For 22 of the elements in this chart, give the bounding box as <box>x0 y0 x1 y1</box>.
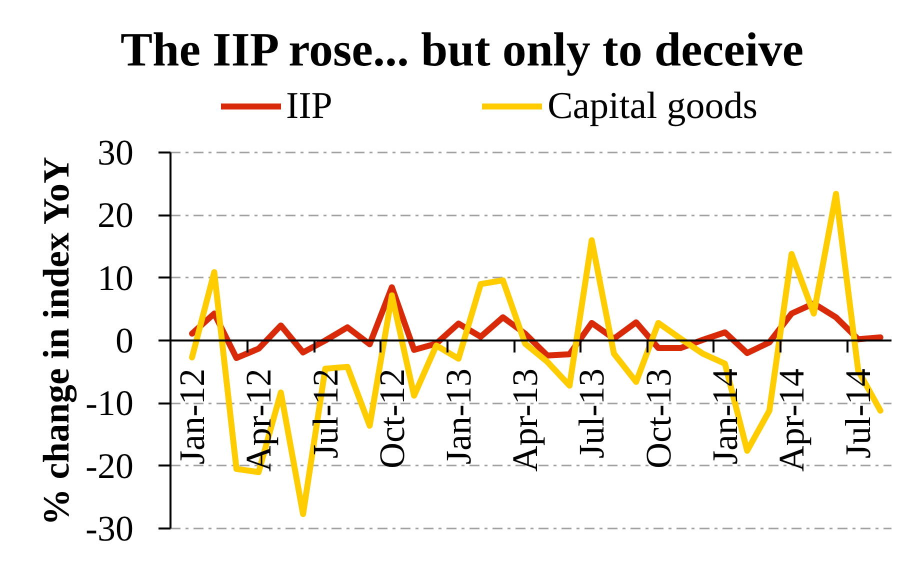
y-tick-label: -20 <box>86 446 134 486</box>
x-tick-label: Apr-13 <box>505 368 546 472</box>
y-tick-label: -10 <box>86 383 134 424</box>
x-tick-label: Oct-12 <box>372 368 412 468</box>
legend-label: IIP <box>286 84 332 128</box>
y-axis-title: % change in index YoY <box>36 156 78 526</box>
x-tick-label: Jan-13 <box>438 368 478 464</box>
x-tick-label: Oct-13 <box>638 368 678 468</box>
y-tick-label: -30 <box>86 508 134 548</box>
x-tick-label: Jan-14 <box>704 368 745 464</box>
y-tick-label: 0 <box>116 320 134 360</box>
x-tick-label: Apr-12 <box>238 368 279 472</box>
x-tick-label: Jul-14 <box>838 368 878 458</box>
chart-title: The IIP rose... but only to deceive <box>120 24 804 76</box>
y-tick-label: 20 <box>98 195 134 236</box>
y-tick-label: 10 <box>98 258 134 298</box>
x-tick-label: Jul-12 <box>305 368 346 458</box>
x-tick-label: Jan-12 <box>172 368 212 464</box>
x-tick-label: Jul-13 <box>572 368 612 458</box>
x-tick-label: Apr-14 <box>772 368 812 472</box>
y-tick-label: 30 <box>98 132 134 172</box>
legend-label: Capital goods <box>547 84 758 128</box>
